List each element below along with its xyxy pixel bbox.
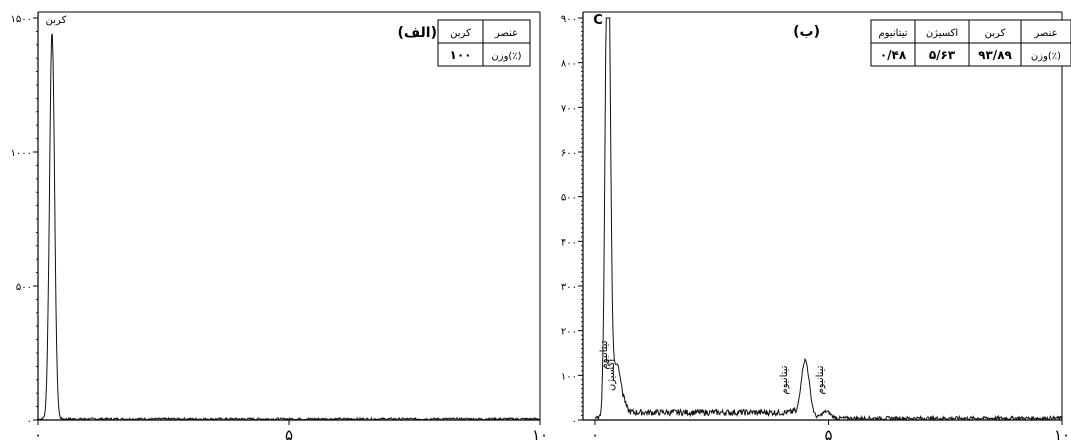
y-tick-label: ۸۰۰ <box>561 59 577 70</box>
y-tick-label: ۰ <box>27 416 32 427</box>
y-tick-label: ۱۵۰۰ <box>11 14 32 25</box>
peak-label: کربن <box>46 15 67 26</box>
x-tick-label: ۰ <box>591 426 599 443</box>
table-value-cell: ۰/۴۸ <box>880 48 907 62</box>
y-tick-label: ۵۰۰ <box>561 193 577 204</box>
peak-label-c: C <box>593 13 603 28</box>
spectrum-line <box>594 17 1063 422</box>
peak-label: تیتانیوم <box>779 365 790 394</box>
y-tick-label: ۵۰۰ <box>16 282 32 293</box>
peak-label: تیتانیوم <box>599 340 610 369</box>
table-value-cell: وزن(٪) <box>1031 51 1061 62</box>
table-header-cell: عنصر <box>1033 28 1057 39</box>
table-header-cell: کربن <box>450 28 471 39</box>
x-tick-label: ۵ <box>285 426 293 443</box>
peak-label: اکسیژن <box>606 359 617 391</box>
y-tick-label: ۶۰۰ <box>561 148 577 159</box>
table-value-cell: ۹۳/۸۹ <box>978 48 1012 62</box>
x-tick-label: ۱۰ <box>1054 426 1070 443</box>
spectrum-line <box>37 33 541 422</box>
table-value-cell: وزن(٪) <box>491 51 521 62</box>
x-tick-label: ۰ <box>34 426 42 443</box>
y-tick-label: ۷۰۰ <box>561 103 577 114</box>
table-header-cell: اکسیژن <box>926 28 958 39</box>
y-tick-label: ۹۰۰ <box>561 14 577 25</box>
x-tick-label: ۵ <box>824 426 832 443</box>
x-tick-label: ۱۰ <box>532 426 548 443</box>
peak-label: تیتانیوم <box>815 365 826 394</box>
y-tick-label: ۱۰۰۰ <box>11 148 32 159</box>
y-tick-label: ۱۰۰ <box>561 371 577 382</box>
table-header-cell: کربن <box>985 28 1006 39</box>
y-tick-label: ۰ <box>572 416 577 427</box>
y-tick-label: ۳۰۰ <box>561 282 577 293</box>
panel-label: (الف) <box>397 25 437 41</box>
table-value-cell: ۱۰۰ <box>450 48 472 62</box>
table-header-cell: تیتانیوم <box>878 28 907 39</box>
table-value-cell: ۵/۶۳ <box>929 48 956 62</box>
y-tick-label: ۲۰۰ <box>561 327 577 338</box>
table-header-cell: عنصر <box>494 28 518 39</box>
y-tick-label: ۴۰۰ <box>561 237 577 248</box>
panel-label: (ب) <box>793 24 820 40</box>
